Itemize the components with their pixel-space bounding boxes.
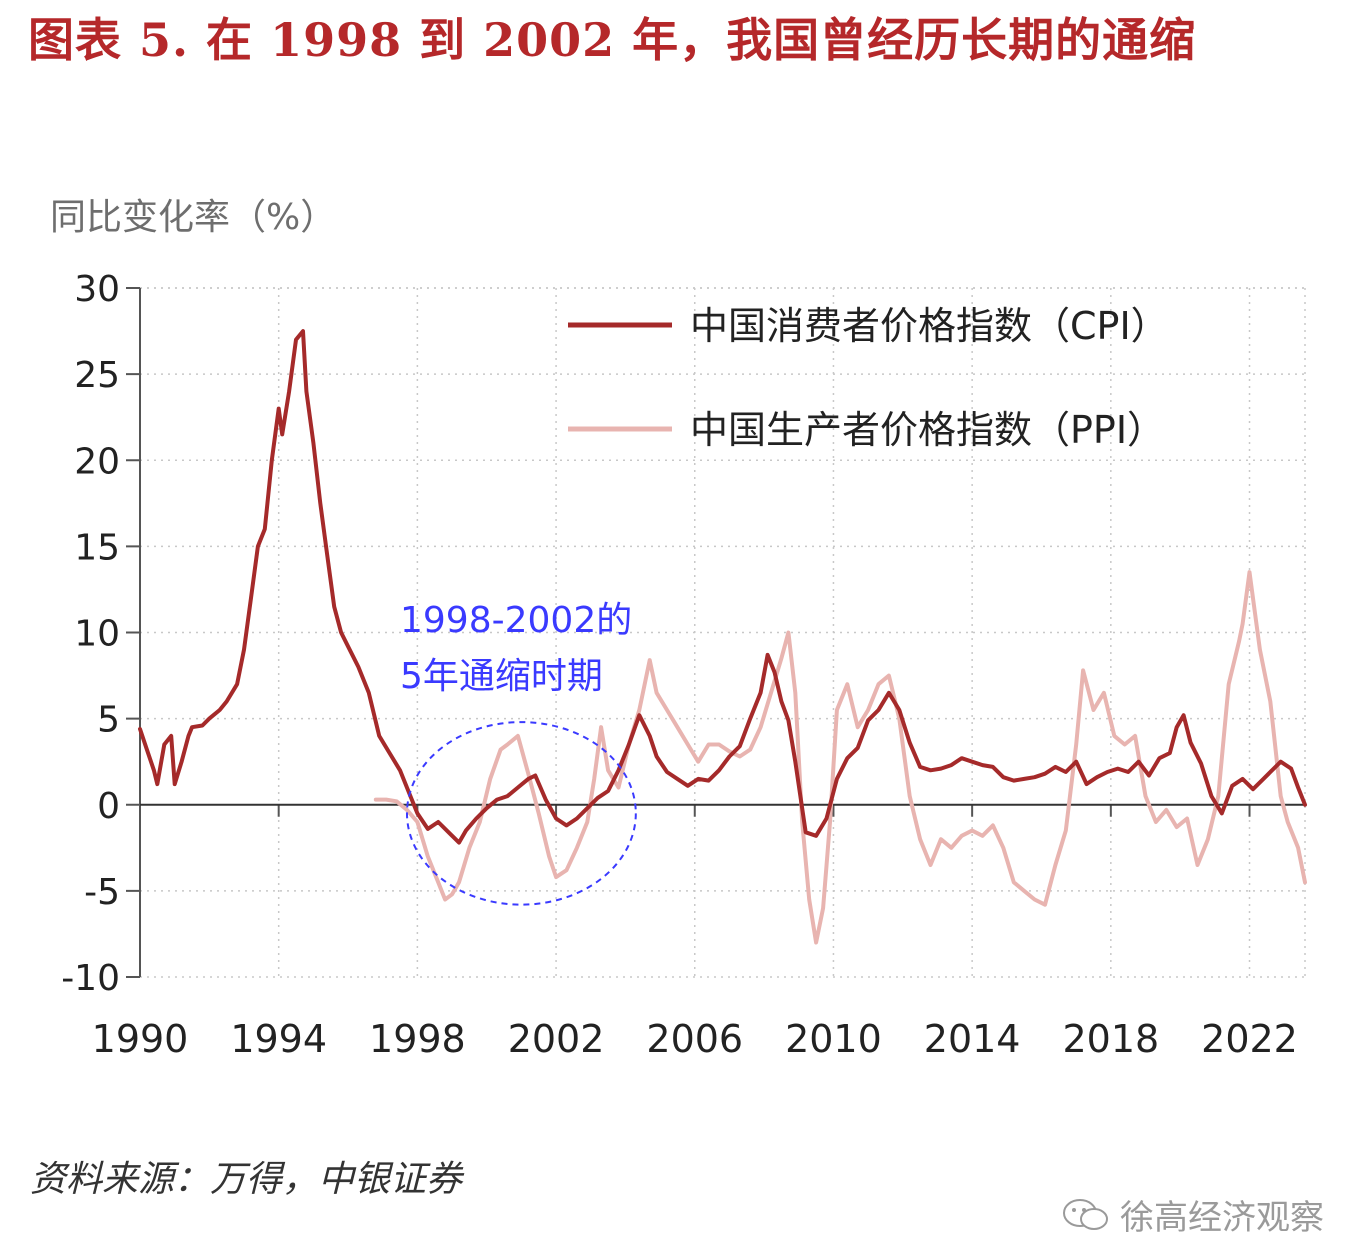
annotation-group: 1998-2002的 5年通缩时期: [400, 600, 637, 906]
series-group: [138, 329, 1307, 945]
x-tick-label: 1998: [369, 1017, 466, 1061]
grid-lines: [139, 287, 1306, 978]
x-tick-label: 2002: [508, 1017, 605, 1061]
source-note: 资料来源：万得，中银证券: [30, 1159, 463, 1200]
legend-label-cpi: 中国消费者价格指数（CPI）: [690, 304, 1169, 348]
y-tick-label: 25: [74, 355, 120, 396]
y-tick-label: 10: [74, 614, 120, 655]
ppi-series-line: [373, 570, 1307, 945]
y-tick-label: -10: [61, 958, 120, 999]
x-tick-label: 2022: [1201, 1017, 1298, 1061]
x-tick-label: 2018: [1062, 1017, 1159, 1061]
watermark: 徐高经济观察: [1060, 1190, 1324, 1239]
x-tick-label: 1994: [230, 1017, 327, 1061]
x-tick-label: 2014: [924, 1017, 1021, 1061]
y-tick-label: 20: [74, 441, 120, 482]
axes: 30 25 20 15 10 5 0 -5 -10 1990 1994 1998 2002 2006 201…: [61, 269, 1305, 1061]
legend-label-ppi: 中国生产者价格指数（PPI）: [690, 408, 1165, 452]
y-tick-label: 0: [97, 786, 120, 827]
x-tick-label: 2006: [646, 1017, 743, 1061]
deflation-period-circle: [405, 721, 637, 906]
annotation-label: 5年通缩时期: [400, 656, 603, 697]
line-chart: 30 25 20 15 10 5 0 -5 -10 1990 1994 1998 2002 2006 201…: [61, 269, 1307, 1061]
figure-title: 图表 5. 在 1998 到 2002 年，我国曾经历长期的通缩: [28, 13, 1197, 67]
y-tick-label: 5: [97, 700, 120, 741]
wechat-icon: [1063, 1198, 1108, 1230]
y-tick-label: 15: [74, 527, 120, 568]
x-tick-label: 2010: [785, 1017, 882, 1061]
legend: 中国消费者价格指数（CPI） 中国生产者价格指数（PPI）: [568, 304, 1169, 452]
watermark-text: 徐高经济观察: [1120, 1198, 1324, 1238]
y-axis-label: 同比变化率（%）: [50, 197, 337, 238]
cpi-series-line: [138, 329, 1307, 845]
y-tick-label: 30: [74, 269, 120, 310]
annotation-label: 1998-2002的: [400, 600, 632, 641]
x-tick-label: 1990: [92, 1017, 189, 1061]
y-tick-label: -5: [84, 872, 120, 913]
